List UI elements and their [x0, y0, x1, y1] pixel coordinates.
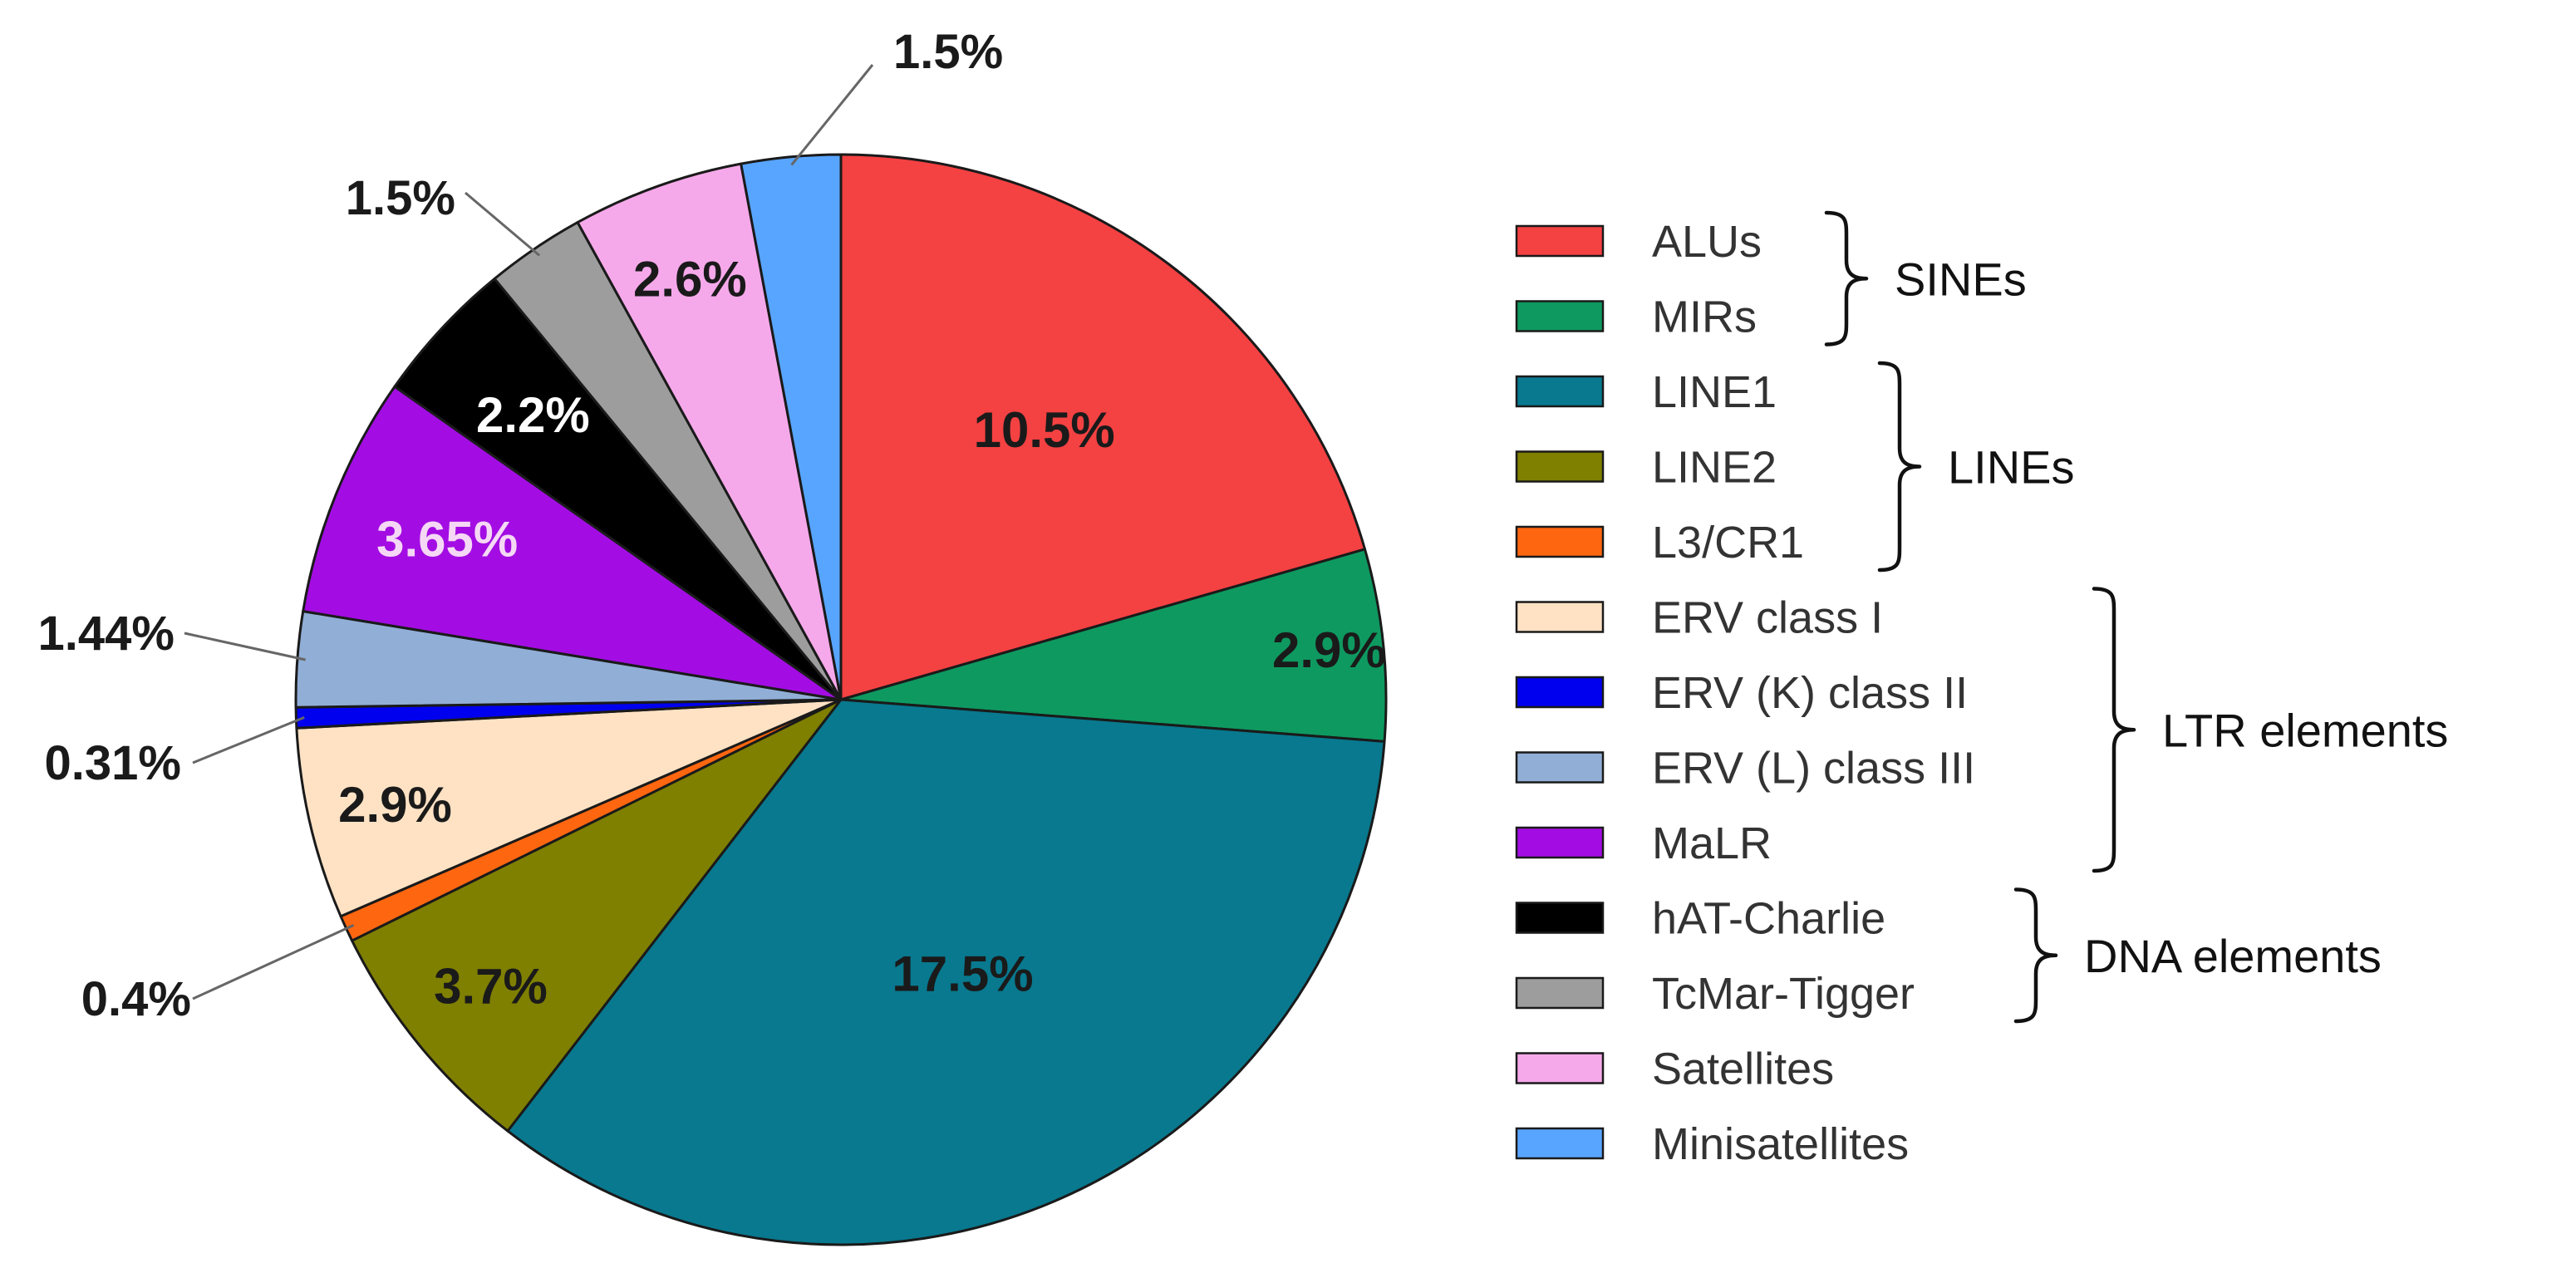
pie-slice-line2	[351, 698, 843, 1133]
legend-label-minisatellites: Minisatellites	[1652, 1119, 1909, 1169]
group-label-sines: SINEs	[1895, 253, 2027, 305]
slice-label-alus: 10.5%	[974, 402, 1115, 458]
group-label-lines: LINEs	[1948, 441, 2075, 494]
legend-item-erv-k-class-ii: ERV (K) class II	[1515, 668, 1968, 718]
legend-swatch-hat-charlie	[1515, 902, 1605, 934]
group-brace-lines	[1877, 361, 1922, 573]
group-label-ltr-elements: LTR elements	[2162, 704, 2448, 756]
legend-label-erv-l-class-iii: ERV (L) class III	[1652, 744, 1975, 794]
pie-slice-satellites	[576, 162, 843, 701]
legend-label-mirs: MIRs	[1652, 292, 1757, 342]
legend-swatch-line2	[1515, 450, 1605, 483]
legend-swatch-minisatellites	[1515, 1127, 1605, 1160]
pie-slice-alus	[839, 153, 1366, 701]
legend-swatch-erv-k-class-ii	[1515, 676, 1605, 709]
legend-label-malr: MaLR	[1652, 818, 1772, 868]
legend-swatch-mirs	[1515, 300, 1605, 332]
slice-label-mirs: 2.9%	[1272, 622, 1386, 678]
leader-line-erv-l-class-iii	[184, 632, 306, 661]
pie-slice-hat-charlie	[393, 277, 843, 701]
legend-swatch-malr	[1515, 826, 1605, 859]
legend-item-malr: MaLR	[1515, 818, 1772, 868]
slice-label-minisatellites: 1.5%	[893, 25, 1003, 79]
legend-item-erv-class-i: ERV class I	[1515, 593, 1883, 643]
legend-swatch-line1	[1515, 375, 1605, 408]
group-ltr-elements: LTR elements	[2092, 587, 2448, 873]
legend-swatch-tcmar-tigger	[1515, 976, 1605, 1010]
legend-label-tcmar-tigger: TcMar-Tigger	[1652, 969, 1915, 1019]
pie-slice-malr	[302, 385, 843, 701]
pie-slice-mirs	[839, 548, 1388, 743]
slice-label-tcmar-tigger: 1.5%	[346, 171, 455, 225]
legend-item-alus: ALUs	[1515, 217, 1762, 267]
group-brace-ltr-elements	[2092, 587, 2136, 873]
group-label-dna-elements: DNA elements	[2084, 930, 2382, 982]
group-dna-elements: DNA elements	[2013, 887, 2382, 1024]
legend-label-erv-class-i: ERV class I	[1652, 593, 1883, 643]
leader-line-l3-cr1	[192, 924, 355, 1000]
legend-item-erv-l-class-iii: ERV (L) class III	[1515, 744, 1975, 794]
legend-label-satellites: Satellites	[1652, 1044, 1834, 1094]
slice-label-erv-l-class-iii: 1.44%	[38, 607, 175, 661]
legend: ALUs MIRs LINE1 LINE2 L3/CR1 ERV class I ERV (…	[1515, 217, 1975, 1169]
legend-item-line2: LINE2	[1515, 443, 1777, 493]
leader-line-erv-k-class-ii	[192, 716, 305, 764]
legend-item-hat-charlie: hAT-Charlie	[1515, 894, 1885, 944]
leader-line-minisatellites	[790, 64, 874, 166]
group-brace-sines	[1824, 210, 1869, 347]
pie-slice-erv-class-i	[295, 698, 843, 918]
group-lines: LINEs	[1877, 361, 2075, 573]
legend-item-mirs: MIRs	[1515, 292, 1757, 342]
slice-label-satellites: 2.6%	[633, 252, 747, 307]
slice-label-l3-cr1: 0.4%	[81, 972, 191, 1026]
legend-swatch-l3-cr1	[1515, 525, 1605, 558]
slice-label-malr: 3.65%	[376, 512, 518, 568]
pie-slice-labels: 10.5% 2.9% 17.5% 3.7% 0.4% 2.9% 0.31% 1.44% 3.65…	[38, 25, 1386, 1026]
legend-label-line1: LINE1	[1652, 367, 1777, 417]
slice-label-erv-class-i: 2.9%	[338, 777, 452, 833]
legend-swatch-erv-l-class-iii	[1515, 751, 1605, 784]
group-sines: SINEs	[1824, 210, 2027, 347]
slice-label-line2: 3.7%	[434, 959, 548, 1015]
legend-swatch-alus	[1515, 224, 1605, 258]
legend-label-alus: ALUs	[1652, 217, 1762, 267]
legend-label-erv-k-class-ii: ERV (K) class II	[1652, 668, 1968, 718]
leader-line-tcmar-tigger	[465, 191, 541, 257]
slice-label-hat-charlie: 2.2%	[476, 387, 590, 443]
slice-label-erv-k-class-ii: 0.31%	[45, 736, 181, 790]
slice-label-line1: 17.5%	[892, 946, 1033, 1002]
legend-swatch-erv-class-i	[1515, 601, 1605, 633]
pie-slices	[294, 153, 1388, 1246]
legend-groups: SINEs LINEs LTR elements DNA elements	[1824, 210, 2448, 1024]
legend-item-satellites: Satellites	[1515, 1044, 1834, 1094]
group-brace-dna-elements	[2013, 887, 2058, 1024]
legend-item-tcmar-tigger: TcMar-Tigger	[1515, 969, 1915, 1019]
pie-slice-minisatellites	[740, 153, 843, 701]
pie-slice-line1	[506, 698, 1386, 1246]
legend-label-line2: LINE2	[1652, 443, 1777, 493]
legend-label-hat-charlie: hAT-Charlie	[1652, 894, 1885, 944]
pie-leader-lines	[184, 64, 874, 1000]
legend-swatch-satellites	[1515, 1052, 1605, 1084]
legend-item-l3-cr1: L3/CR1	[1515, 518, 1804, 568]
legend-label-l3-cr1: L3/CR1	[1652, 518, 1804, 568]
legend-item-line1: LINE1	[1515, 367, 1777, 417]
legend-item-minisatellites: Minisatellites	[1515, 1119, 1909, 1169]
